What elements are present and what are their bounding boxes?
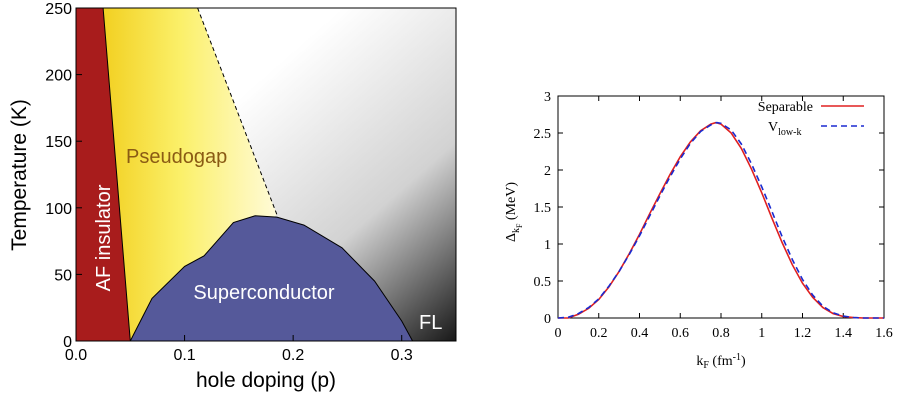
af-insulator-region (76, 8, 131, 341)
y-tick-label-right: 2.5 (534, 127, 552, 142)
x-tick-label-right: 0.6 (672, 326, 690, 341)
x-tick-label-left: 0.1 (173, 347, 195, 364)
pseudogap-label: Pseudogap (126, 146, 227, 168)
ylabel-sub: k (511, 228, 522, 233)
y-tick-label-right: 1 (544, 238, 551, 253)
y-ticks-left: 0 50 100 150 200 250 (45, 1, 82, 351)
x-tick-label-right: 1 (758, 326, 765, 341)
y-ticks-right: 0 0.5 1 1.5 2 2.5 3 (534, 90, 884, 327)
phase-diagram: 0.0 0.1 0.2 0.3 0 50 100 150 200 250 hole doping… (8, 1, 457, 392)
legend-label-vlowk: Vlow-k (768, 120, 801, 138)
pseudogap-region (103, 8, 277, 341)
plot-frame-right (557, 95, 885, 319)
x-tick-label-right: 1.4 (835, 326, 853, 341)
ylabel-delta: Δ (504, 233, 519, 242)
y-axis-label-right: ΔkF (MeV) (504, 182, 524, 242)
superconductor-label: Superconductor (193, 282, 335, 304)
x-ticks-left: 0.0 0.1 0.2 0.3 (65, 335, 413, 364)
plot-frame-left (75, 7, 457, 342)
x-tick-label-left: 0.3 (391, 347, 413, 364)
legend-vlowk-main: V (768, 120, 778, 135)
series-vlowk-line (557, 121, 884, 319)
x-tick-label-left: 0.0 (65, 347, 87, 364)
y-tick-label-left: 250 (45, 1, 72, 18)
y-tick-label-right: 0 (544, 312, 551, 327)
legend: Separable Vlow-k (758, 100, 864, 138)
superconductor-region (129, 215, 414, 341)
x-tick-label-right: 1.2 (794, 326, 812, 341)
legend-label-separable: Separable (758, 100, 813, 115)
y-tick-label-left: 0 (63, 334, 72, 351)
xlabel-k: k (696, 354, 703, 369)
xlabel-sub: F (703, 360, 709, 371)
xlabel-sup: -1 (733, 352, 741, 363)
gap-chart: 0 0.2 0.4 0.6 0.8 1 1.2 1.4 1.6 0 0.5 1 1.5 2 2.5 3 Se… (504, 90, 893, 371)
x-tick-label-right: 1.6 (875, 326, 893, 341)
x-tick-label-right: 0 (555, 326, 562, 341)
y-tick-label-right: 1.5 (534, 201, 552, 216)
y-tick-label-right: 0.5 (534, 275, 552, 290)
x-ticks-right: 0 0.2 0.4 0.6 0.8 1 1.2 1.4 1.6 (555, 96, 893, 341)
pseudogap-boundary-line (197, 8, 278, 215)
y-tick-label-right: 3 (544, 90, 551, 105)
y-axis-label-left: Temperature (K) (8, 99, 31, 251)
x-tick-label-right: 0.4 (631, 326, 649, 341)
legend-vlowk-sub: low-k (778, 127, 801, 138)
x-tick-label-left: 0.2 (282, 347, 304, 364)
x-axis-label-left: hole doping (p) (196, 369, 336, 392)
xlabel-tail: (fm (709, 354, 733, 369)
y-tick-label-left: 50 (54, 267, 72, 284)
series-separable-line (558, 121, 884, 319)
y-tick-label-left: 150 (45, 134, 72, 151)
x-tick-label-right: 0.2 (590, 326, 608, 341)
fl-label: FL (419, 312, 442, 334)
ylabel-subsub: F (515, 223, 524, 228)
x-axis-label-right: kF (fm-1) (696, 352, 746, 371)
ylabel-tail: (MeV) (504, 182, 519, 224)
x-tick-label-right: 0.8 (712, 326, 730, 341)
af-insulator-label: AF insulator (93, 184, 115, 291)
y-tick-label-left: 200 (45, 68, 72, 85)
y-tick-label-right: 2 (544, 164, 551, 179)
y-tick-label-left: 100 (45, 201, 72, 218)
xlabel-close: ) (741, 354, 746, 369)
